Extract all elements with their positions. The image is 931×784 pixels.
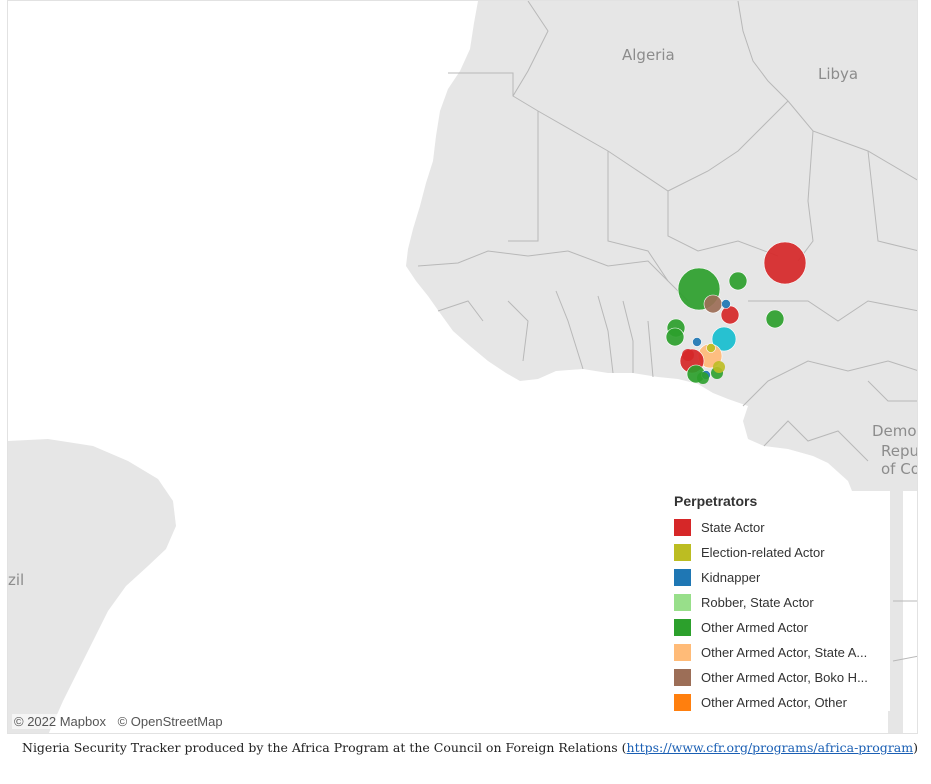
event-marker[interactable]: State Actor [763, 241, 807, 285]
event-marker[interactable]: Other Armed Actor [728, 271, 748, 291]
source-caption: Nigeria Security Tracker produced by the… [10, 738, 918, 757]
event-marker[interactable]: Other Armed Actor [665, 327, 685, 347]
caption-suffix: ) [913, 740, 918, 755]
legend-label: Election-related Actor [701, 545, 825, 560]
legend-label: Robber, State Actor [701, 595, 814, 610]
event-marker[interactable]: Unknown [711, 326, 737, 352]
map-view[interactable]: Algeria Libya Democ Repu of Co zil State… [7, 0, 918, 734]
country-border [507, 300, 529, 362]
legend-swatch [674, 519, 691, 536]
map-attribution: © 2022 Mapbox © OpenStreetMap [12, 714, 233, 729]
country-border [597, 295, 614, 374]
legend-swatch [674, 669, 691, 686]
legend-swatch [674, 569, 691, 586]
border-layer [417, 1, 917, 662]
legend-swatch [674, 544, 691, 561]
country-border [748, 300, 917, 322]
event-marker[interactable]: Election-related Actor [706, 343, 716, 353]
country-border [555, 290, 584, 370]
country-border [742, 360, 917, 407]
map-canvas[interactable]: Algeria Libya Democ Repu of Co zil State… [8, 1, 918, 734]
osm-attribution-link[interactable]: © OpenStreetMap [117, 714, 223, 729]
country-border [448, 72, 514, 96]
country-border [867, 150, 917, 252]
legend-item[interactable]: Election-related Actor [674, 540, 890, 565]
mapbox-attribution-link[interactable]: © 2022 Mapbox [14, 714, 106, 729]
land-africa [406, 1, 917, 733]
legend-label: Other Armed Actor, Other [701, 695, 847, 710]
label-libya: Libya [818, 65, 858, 83]
land-layer [8, 1, 917, 733]
label-drc-1: Democ [872, 422, 918, 440]
legend-label: State Actor [701, 520, 765, 535]
legend-item[interactable]: Other Armed Actor [674, 615, 890, 640]
country-border [622, 300, 634, 373]
event-marker[interactable]: Kidnapper [692, 337, 702, 347]
event-marker[interactable] [697, 372, 709, 384]
legend-swatch [674, 694, 691, 711]
event-marker[interactable] [713, 361, 725, 373]
legend-item[interactable]: State Actor [674, 515, 890, 540]
country-border [763, 420, 869, 462]
cfr-link[interactable]: https://www.cfr.org/programs/africa-prog… [626, 740, 914, 755]
country-border [508, 111, 539, 242]
legend-title: Perpetrators [674, 493, 758, 509]
country-labels: Algeria Libya Democ Repu of Co zil [8, 46, 918, 589]
event-marker[interactable]: State Actor [720, 305, 740, 325]
event-marker[interactable]: Other Armed Actor, Boko Haram [703, 294, 723, 314]
legend-label: Other Armed Actor, State A... [701, 645, 868, 660]
legend-item[interactable]: Robber, State Actor [674, 590, 890, 615]
label-algeria: Algeria [622, 46, 675, 64]
country-border [567, 250, 689, 302]
legend-item[interactable]: Other Armed Actor, State A... [674, 640, 890, 665]
legend-item[interactable]: Other Armed Actor, Boko H... [674, 665, 890, 690]
label-brazil: zil [8, 571, 24, 589]
legend-panel: Perpetrators State Actor Election-related… [666, 491, 890, 711]
country-border [797, 130, 814, 262]
legend-item[interactable]: Kidnapper [674, 565, 890, 590]
caption-text: Nigeria Security Tracker produced by the… [22, 740, 627, 755]
legend-swatch [674, 644, 691, 661]
country-border [667, 191, 779, 257]
legend-list: State Actor Election-related Actor Kidnapp… [674, 515, 890, 715]
country-border [892, 655, 917, 662]
event-marker[interactable]: Kidnapper [721, 299, 731, 309]
legend-label: Other Armed Actor [701, 620, 808, 635]
country-border [437, 300, 484, 322]
legend-label: Kidnapper [701, 570, 761, 585]
country-border [647, 320, 654, 378]
event-marker[interactable]: Other Armed Actor [765, 309, 785, 329]
country-border [607, 151, 669, 282]
land-south-america [8, 439, 176, 733]
country-border [417, 250, 569, 267]
legend-label: Other Armed Actor, Boko H... [701, 670, 868, 685]
legend-swatch [674, 619, 691, 636]
label-drc-3: of Co [881, 460, 918, 478]
event-marker[interactable] [682, 349, 694, 361]
country-border [867, 380, 917, 402]
label-drc-2: Repu [881, 442, 918, 460]
country-border [737, 1, 917, 181]
legend-swatch [674, 594, 691, 611]
legend-item[interactable]: Other Armed Actor, Other [674, 690, 890, 715]
